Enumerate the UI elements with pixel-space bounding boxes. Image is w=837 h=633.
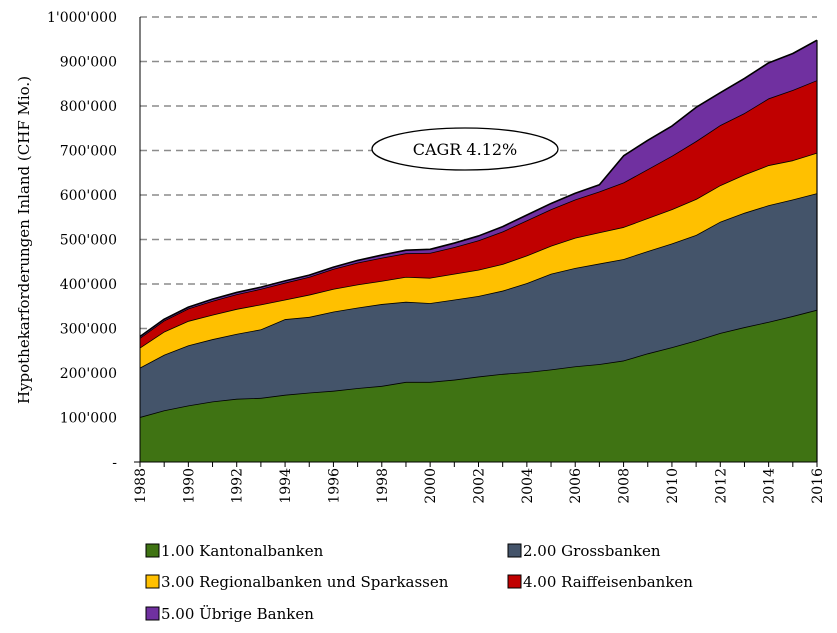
y-tick-label: 400'000 (60, 277, 117, 293)
x-tick-label: 2010 (665, 468, 681, 504)
legend-swatch (507, 543, 522, 558)
y-tick-label: 900'000 (60, 55, 117, 71)
legend-swatch (145, 574, 160, 589)
y-tick-label: 700'000 (60, 144, 117, 160)
x-tick-label: 2014 (762, 468, 778, 504)
legend-label: 2.00 Grossbanken (523, 542, 661, 560)
y-axis-label: Hypothekarforderungen Inland (CHF Mio.) (15, 76, 33, 404)
x-tick-label: 2016 (810, 468, 826, 504)
legend: 1.00 Kantonalbanken 2.00 Grossbanken 3.00 … (145, 542, 693, 623)
x-tick-label: 1994 (278, 468, 294, 504)
x-tick-labels: 1988 1990 1992 1994 1996 1998 2000 2002 2004 2006… (133, 468, 826, 504)
y-tick-label: - (112, 455, 117, 471)
cagr-annotation-text: CAGR 4.12% (413, 140, 518, 159)
series-outline (139, 39, 818, 338)
axes (134, 17, 818, 467)
legend-swatch (145, 606, 160, 621)
x-tick-label: 1998 (375, 468, 391, 504)
legend-swatch (145, 543, 160, 558)
y-tick-label: 300'000 (60, 322, 117, 338)
cagr-annotation: CAGR 4.12% (371, 127, 559, 171)
area-series-3-00-regionalbanken-und-sparkassen (140, 152, 817, 368)
x-tick-label: 2006 (568, 468, 584, 504)
area-series (139, 39, 818, 462)
legend-label: 4.00 Raiffeisenbanken (523, 573, 693, 591)
y-tick-label: 1'000'000 (47, 10, 117, 26)
area-series-1-00-kantonalbanken (140, 309, 817, 462)
y-tick-label: 200'000 (60, 366, 117, 382)
legend-label: 3.00 Regionalbanken und Sparkassen (161, 573, 449, 591)
y-tick-label: 800'000 (60, 99, 117, 115)
legend-label: 1.00 Kantonalbanken (161, 542, 324, 560)
x-tick-label: 2012 (713, 468, 729, 504)
cagr-annotation-ellipse (371, 127, 559, 171)
legend-label: 5.00 Übrige Banken (161, 605, 314, 623)
legend-swatch (507, 574, 522, 589)
x-tick-label: 1996 (326, 468, 342, 504)
x-tick-label: 1988 (133, 468, 149, 504)
y-tick-label: 100'000 (60, 411, 117, 427)
x-tick-label: 1992 (230, 468, 246, 504)
y-tick-labels: - 100'000 200'000 300'000 400'000 500'000 600'… (47, 10, 117, 471)
x-tick-label: 1990 (181, 468, 197, 504)
x-tick-label: 2002 (472, 468, 488, 504)
x-tick-label: 2004 (520, 468, 536, 504)
x-tick-label: 2000 (423, 468, 439, 504)
x-tick-label: 2008 (617, 468, 633, 504)
y-tick-label: 500'000 (60, 233, 117, 249)
area-series-2-00-grossbanken (140, 193, 817, 418)
area-series-4-00-raiffeisenbanken (140, 80, 817, 348)
y-tick-label: 600'000 (60, 188, 117, 204)
